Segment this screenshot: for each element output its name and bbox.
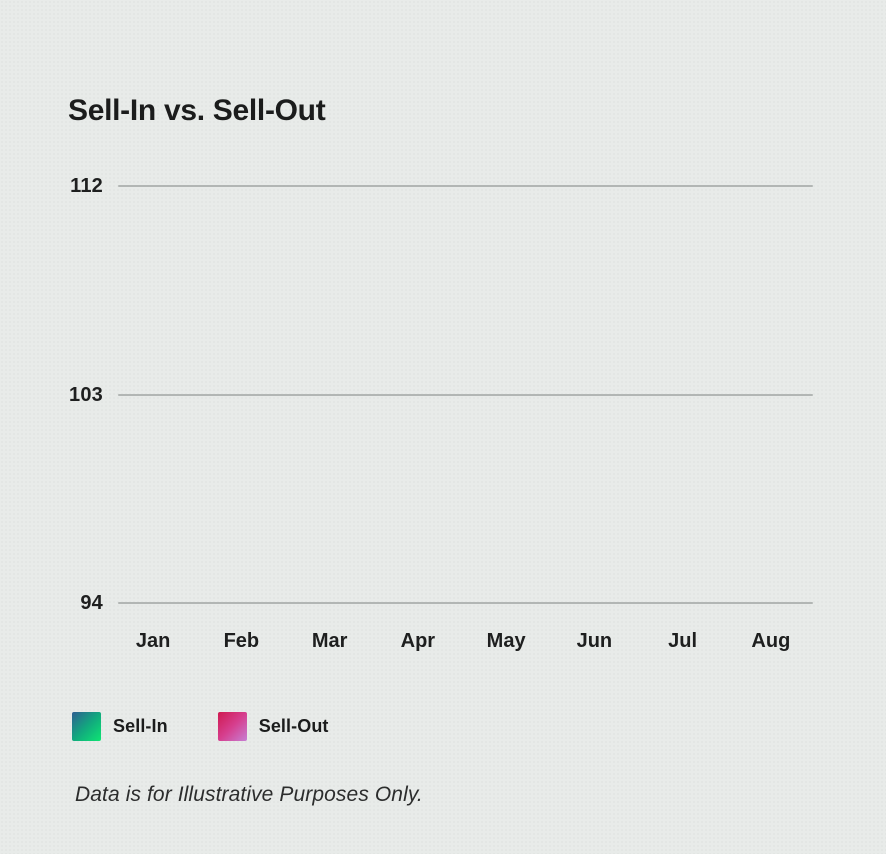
- x-axis-label: Mar: [311, 630, 348, 652]
- plot-area: [118, 186, 813, 603]
- legend-label: Sell-In: [113, 716, 168, 736]
- legend-item-sell-in[interactable]: Sell-In: [72, 712, 168, 741]
- legend-item-sell-out[interactable]: Sell-Out: [217, 712, 329, 741]
- legend-swatch-sell-in-icon: [72, 712, 101, 741]
- gridline: [118, 185, 813, 187]
- x-axis-label: Feb: [223, 630, 260, 652]
- x-axis: Jan Feb Mar Apr May Jun Jul Aug: [109, 626, 815, 656]
- disclaimer-text: Data is for Illustrative Purposes Only.: [75, 783, 423, 806]
- x-axis-label: May: [486, 630, 526, 652]
- gridline: [118, 602, 813, 604]
- gridline: [118, 393, 813, 396]
- y-axis-tick-label: 94: [80, 592, 103, 614]
- gridline-row: 94: [40, 589, 813, 617]
- chart-title: Sell-In vs. Sell-Out: [68, 94, 326, 128]
- legend: Sell-In Sell-Out: [72, 712, 329, 741]
- x-axis-label: Jun: [576, 630, 613, 652]
- y-axis-tick-label: 112: [70, 175, 103, 197]
- x-axis-label: Apr: [400, 630, 436, 652]
- gridline-row: 103: [40, 381, 813, 409]
- x-axis-label: Jan: [135, 630, 171, 652]
- x-axis-label: Jul: [668, 630, 698, 652]
- x-axis-label: Aug: [751, 630, 791, 652]
- legend-label: Sell-Out: [258, 716, 329, 736]
- y-axis-tick-label: 103: [69, 383, 103, 406]
- legend-swatch-sell-out-icon: [217, 712, 247, 741]
- gridline-row: 112: [40, 172, 813, 200]
